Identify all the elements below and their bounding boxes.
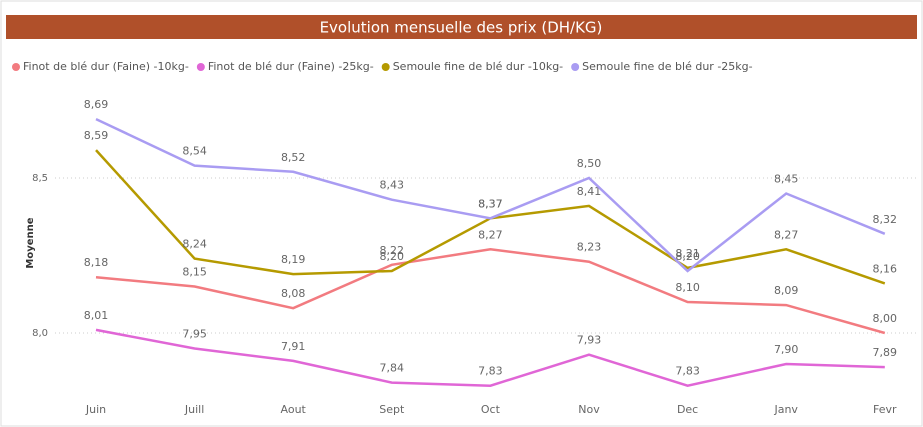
data-label: 8,09 (774, 284, 799, 297)
chart-title: Evolution mensuelle des prix (DH/KG) (320, 19, 603, 37)
x-tick-label: Oct (481, 403, 501, 416)
x-tick-label: Juin (85, 403, 106, 416)
data-label: 8,08 (281, 287, 306, 300)
series-line (95, 248, 886, 335)
data-label: 7,90 (774, 343, 799, 356)
x-tick-label: Janv (773, 403, 798, 416)
data-label: 8,69 (84, 98, 109, 111)
data-label: 7,95 (182, 328, 207, 341)
y-axis-title: Moyenne (25, 217, 36, 268)
series-line (95, 117, 886, 273)
data-label: 8,59 (84, 129, 109, 142)
data-label: 8,18 (84, 256, 109, 269)
data-label: 7,84 (380, 362, 405, 375)
data-label: 8,19 (281, 253, 306, 266)
data-label: 8,43 (380, 179, 405, 192)
data-label: 8,10 (675, 281, 700, 294)
data-label: 8,45 (774, 173, 799, 186)
data-label: 8,21 (675, 247, 700, 260)
x-tick-label: Aout (281, 403, 307, 416)
legend-label: Finot de blé dur (Faine) -10kg- (23, 60, 189, 73)
x-tick-label: Juill (184, 403, 204, 416)
x-tick-label: Nov (578, 403, 600, 416)
legend-label: Finot de blé dur (Faine) -25kg- (208, 60, 374, 73)
legend-label: Semoule fine de blé dur -25kg- (582, 60, 752, 73)
data-label: 8,16 (873, 262, 898, 275)
data-label: 8,50 (577, 157, 602, 170)
legend-marker (571, 63, 580, 71)
x-tick-label: Dec (677, 403, 698, 416)
data-label: 8,24 (182, 238, 207, 251)
x-tick-label: Sept (379, 403, 405, 416)
legend-marker (381, 63, 390, 71)
data-label: 7,83 (478, 365, 503, 378)
data-label: 7,83 (675, 365, 700, 378)
data-label: 8,23 (577, 241, 602, 254)
data-label: 8,52 (281, 151, 306, 164)
data-label: 8,27 (774, 228, 799, 241)
data-label: 8,32 (873, 213, 898, 226)
data-label: 8,41 (577, 185, 602, 198)
x-tick-label: Fevr (873, 403, 897, 416)
data-label: 8,22 (380, 244, 405, 257)
title-banner (6, 15, 917, 39)
legend-marker (196, 63, 205, 71)
data-label: 8,15 (182, 266, 207, 279)
data-label: 7,93 (577, 334, 602, 347)
data-label: 7,91 (281, 340, 306, 353)
legend-marker (12, 63, 20, 71)
series-line (95, 328, 885, 387)
data-label: 7,89 (873, 346, 898, 359)
data-label: 8,00 (873, 312, 898, 325)
y-tick-label: 8,0 (32, 328, 48, 339)
data-label: 8,37 (478, 197, 503, 210)
data-label: 8,20 (380, 250, 405, 263)
y-tick-label: 8,5 (32, 173, 48, 184)
data-label: 8,01 (84, 309, 109, 322)
data-label: 8,37 (478, 197, 503, 210)
data-label: 8,54 (182, 145, 207, 158)
data-label: 8,27 (478, 228, 503, 241)
data-label: 8,20 (675, 250, 700, 263)
legend-label: Semoule fine de blé dur -10kg- (393, 60, 563, 73)
